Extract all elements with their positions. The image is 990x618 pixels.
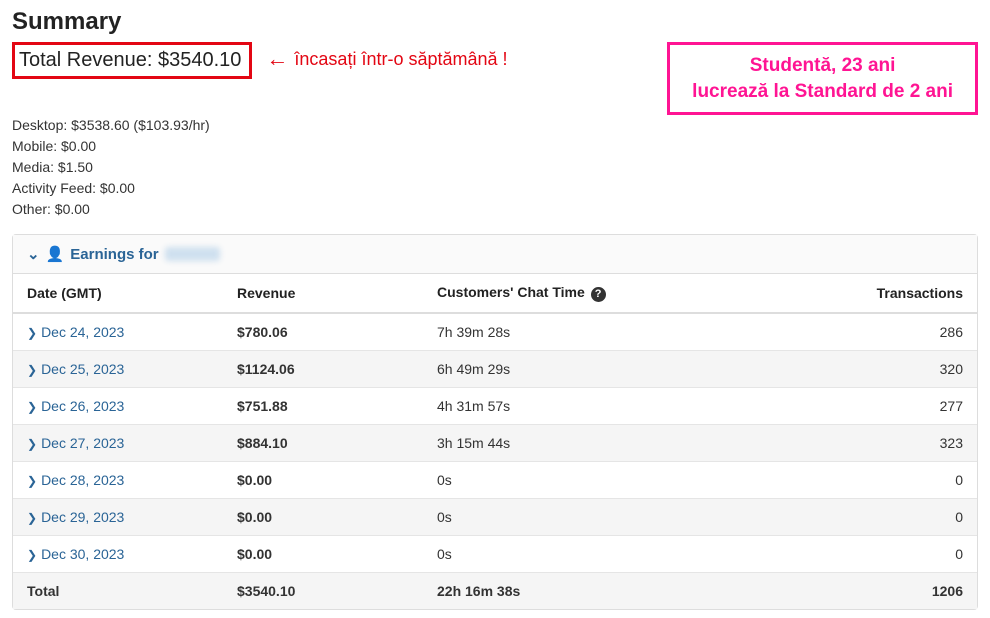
earnings-panel: ⌄ 👤 Earnings for Date (GMT) Revenue Cust… [12,234,978,610]
cell-revenue: $780.06 [223,313,423,351]
line-other: Other: $0.00 [12,199,978,220]
chevron-right-icon: ❯ [27,400,37,414]
line-desktop: Desktop: $3538.60 ($103.93/hr) [12,115,978,136]
badge-line-2: lucrează la Standard de 2 ani [692,79,953,105]
total-revenue-value: $3540.10 [158,49,241,71]
earnings-table: Date (GMT) Revenue Customers' Chat Time … [13,274,977,609]
cell-chat-time: 0s [423,499,847,536]
total-revenue-box: Total Revenue: $3540.10 [12,42,252,79]
cell-revenue: $0.00 [223,536,423,573]
summary-title: Summary [12,8,978,36]
cell-transactions: 0 [847,462,977,499]
date-link[interactable]: ❯ Dec 28, 2023 [27,472,124,488]
cell-transactions: 320 [847,351,977,388]
earnings-username-redacted [165,247,220,261]
help-icon[interactable]: ? [591,287,606,302]
date-text: Dec 27, 2023 [41,435,124,451]
date-text: Dec 25, 2023 [41,361,124,377]
date-link[interactable]: ❯ Dec 29, 2023 [27,509,124,525]
total-label: Total [13,573,223,610]
chevron-right-icon: ❯ [27,326,37,340]
info-badge: Studentă, 23 ani lucrează la Standard de… [667,42,978,115]
cell-revenue: $751.88 [223,388,423,425]
badge-line-1: Studentă, 23 ani [692,53,953,79]
chevron-right-icon: ❯ [27,474,37,488]
table-row: ❯ Dec 26, 2023 $751.884h 31m 57s277 [13,388,977,425]
line-activity-feed: Activity Feed: $0.00 [12,178,978,199]
chevron-right-icon: ❯ [27,437,37,451]
chevron-right-icon: ❯ [27,511,37,525]
arrow-left-icon: ← [266,48,288,70]
total-revenue: $3540.10 [223,573,423,610]
earnings-title-prefix: Earnings for [70,246,158,263]
col-chat-time[interactable]: Customers' Chat Time ? [423,274,847,313]
cell-chat-time: 3h 15m 44s [423,425,847,462]
cell-transactions: 286 [847,313,977,351]
table-row: ❯ Dec 25, 2023 $1124.066h 49m 29s320 [13,351,977,388]
col-date[interactable]: Date (GMT) [13,274,223,313]
date-link[interactable]: ❯ Dec 25, 2023 [27,361,124,377]
cell-chat-time: 0s [423,462,847,499]
total-chat-time: 22h 16m 38s [423,573,847,610]
cell-transactions: 277 [847,388,977,425]
cell-transactions: 0 [847,499,977,536]
earnings-panel-header[interactable]: ⌄ 👤 Earnings for [13,235,977,274]
cell-transactions: 0 [847,536,977,573]
table-row: ❯ Dec 24, 2023 $780.067h 39m 28s286 [13,313,977,351]
table-row: ❯ Dec 28, 2023 $0.000s0 [13,462,977,499]
date-text: Dec 26, 2023 [41,398,124,414]
annotation-arrow-text: ← încasați într-o săptămână ! [266,42,507,76]
cell-chat-time: 7h 39m 28s [423,313,847,351]
cell-chat-time: 4h 31m 57s [423,388,847,425]
date-text: Dec 29, 2023 [41,509,124,525]
summary-top-row: Total Revenue: $3540.10 ← încasați într-… [12,42,978,115]
cell-chat-time: 6h 49m 29s [423,351,847,388]
person-icon: 👤 [46,245,65,263]
cell-revenue: $0.00 [223,462,423,499]
date-link[interactable]: ❯ Dec 26, 2023 [27,398,124,414]
date-link[interactable]: ❯ Dec 24, 2023 [27,324,124,340]
date-link[interactable]: ❯ Dec 27, 2023 [27,435,124,451]
chevron-right-icon: ❯ [27,548,37,562]
cell-chat-time: 0s [423,536,847,573]
table-total-row: Total$3540.1022h 16m 38s1206 [13,573,977,610]
line-media: Media: $1.50 [12,157,978,178]
chevron-right-icon: ❯ [27,363,37,377]
chevron-down-icon: ⌄ [27,245,40,263]
cell-transactions: 323 [847,425,977,462]
date-text: Dec 28, 2023 [41,472,124,488]
table-row: ❯Dec 30, 2023$0.000s0 [13,536,977,573]
col-transactions[interactable]: Transactions [847,274,977,313]
total-transactions: 1206 [847,573,977,610]
total-revenue-label: Total Revenue: [19,49,152,71]
annotation-text: încasați într-o săptămână ! [294,49,507,70]
col-chat-time-label: Customers' Chat Time [437,284,585,300]
col-revenue[interactable]: Revenue [223,274,423,313]
table-row: ❯ Dec 27, 2023 $884.103h 15m 44s323 [13,425,977,462]
summary-breakdown: Desktop: $3538.60 ($103.93/hr) Mobile: $… [12,115,978,220]
line-mobile: Mobile: $0.00 [12,136,978,157]
date-text: Dec 24, 2023 [41,324,124,340]
cell-revenue: $1124.06 [223,351,423,388]
cell-revenue: $0.00 [223,499,423,536]
cell-revenue: $884.10 [223,425,423,462]
table-header-row: Date (GMT) Revenue Customers' Chat Time … [13,274,977,313]
table-row: ❯ Dec 29, 2023 $0.000s0 [13,499,977,536]
